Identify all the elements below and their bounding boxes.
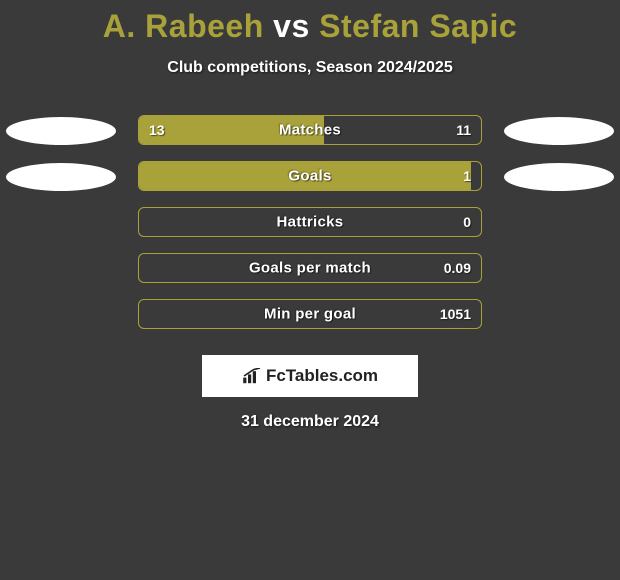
vs-text: vs [273, 8, 310, 44]
subtitle: Club competitions, Season 2024/2025 [0, 59, 620, 77]
player1-oval [6, 163, 116, 191]
logo: FcTables.com [242, 366, 378, 386]
player1-name: A. Rabeeh [103, 8, 264, 44]
player1-oval [6, 117, 116, 145]
player2-name: Stefan Sapic [319, 8, 517, 44]
stat-right-value: 11 [456, 122, 471, 138]
stat-bar: Hattricks0 [138, 207, 482, 237]
chart-icon [242, 368, 262, 384]
stat-row: Goals1 [0, 161, 620, 207]
player2-oval [504, 117, 614, 145]
date-text: 31 december 2024 [0, 413, 620, 431]
stat-bar-fill [139, 116, 324, 144]
stat-bar: Min per goal1051 [138, 299, 482, 329]
stats-container: 13Matches11 Goals1 Hattricks0 Goals per mat… [0, 115, 620, 345]
stat-row: Hattricks0 [0, 207, 620, 253]
stat-label: Goals per match [139, 260, 481, 277]
stat-label: Min per goal [139, 306, 481, 323]
comparison-title: A. Rabeeh vs Stefan Sapic [0, 0, 620, 45]
logo-box[interactable]: FcTables.com [202, 355, 418, 397]
stat-right-value: 1051 [440, 306, 471, 322]
stat-row: 13Matches11 [0, 115, 620, 161]
stat-row: Goals per match0.09 [0, 253, 620, 299]
stat-right-value: 0.09 [444, 260, 471, 276]
stat-row: Min per goal1051 [0, 299, 620, 345]
stat-bar: Goals per match0.09 [138, 253, 482, 283]
stat-label: Hattricks [139, 214, 481, 231]
stat-bar-fill [139, 162, 471, 190]
player2-oval [504, 163, 614, 191]
logo-text: FcTables.com [266, 366, 378, 386]
stat-bar: Goals1 [138, 161, 482, 191]
stat-bar: 13Matches11 [138, 115, 482, 145]
stat-right-value: 0 [463, 214, 471, 230]
